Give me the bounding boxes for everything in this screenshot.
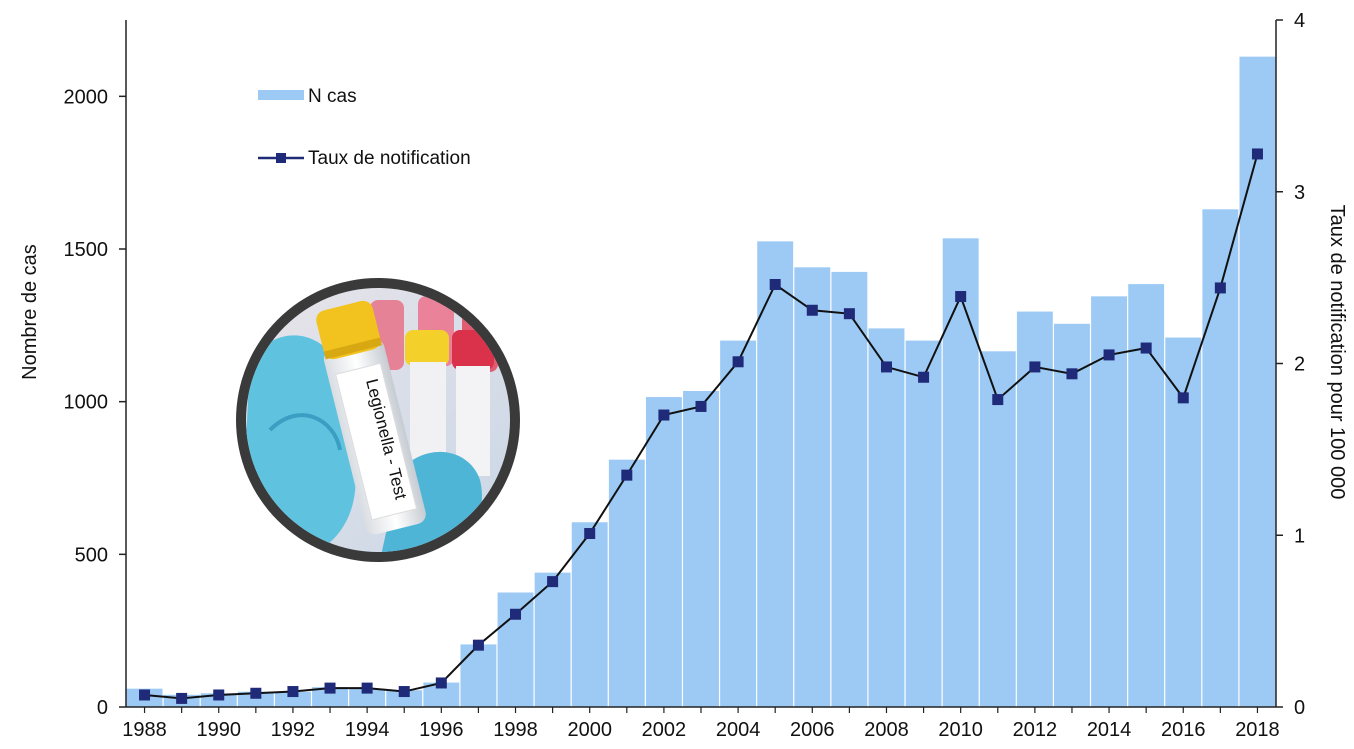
rate-marker-2011 — [992, 394, 1004, 406]
rate-marker-2007 — [843, 308, 855, 320]
x-tick-label: 2008 — [864, 719, 909, 741]
rate-marker-2010 — [955, 291, 967, 303]
rate-marker-2001 — [621, 469, 633, 481]
rate-marker-1990 — [213, 689, 225, 701]
rate-marker-2008 — [880, 361, 892, 373]
rate-marker-2002 — [658, 409, 670, 421]
legend: N cas Taux de notification — [258, 86, 471, 169]
bar-1995 — [386, 690, 423, 707]
bar-2006 — [794, 267, 831, 707]
bar-2014 — [1091, 296, 1128, 707]
x-tick-label: 1996 — [419, 719, 464, 741]
rate-marker-2017 — [1214, 282, 1226, 294]
rate-marker-2012 — [1029, 361, 1041, 373]
rate-marker-1997 — [472, 639, 484, 651]
legend-swatch-marker — [276, 153, 286, 163]
rate-marker-1999 — [547, 576, 559, 588]
bar-1999 — [534, 572, 571, 707]
left-tick-label: 1000 — [64, 392, 109, 414]
legend-label-bar: N cas — [308, 86, 357, 107]
rate-marker-2005 — [769, 279, 781, 290]
x-tick-label: 2018 — [1235, 719, 1280, 741]
x-tick-label: 2016 — [1161, 719, 1206, 741]
right-tick-label: 1 — [1294, 525, 1305, 547]
bar-2005 — [757, 241, 794, 707]
bar-2010 — [942, 238, 979, 707]
rate-line-layer — [139, 148, 1263, 704]
rate-marker-2018 — [1251, 148, 1263, 160]
rate-marker-2006 — [806, 304, 818, 316]
left-tick-label: 0 — [97, 697, 108, 719]
left-tick-label: 500 — [75, 544, 108, 566]
bar-2004 — [720, 340, 757, 707]
ticks-layer: 0 500 1000 1500 2000 0 1 2 3 4 1988 1990 1992 1994 199… — [64, 10, 1306, 741]
bar-2002 — [645, 397, 682, 707]
rate-marker-1992 — [287, 686, 299, 698]
x-tick-label: 1990 — [196, 719, 241, 741]
legionella-test-photo: Legionella - Test — [236, 278, 520, 562]
bar-2008 — [868, 328, 905, 707]
x-tick-label: 1998 — [493, 719, 538, 741]
bar-2011 — [979, 351, 1016, 707]
x-tick-label: 1988 — [122, 719, 167, 741]
rate-marker-2015 — [1140, 342, 1152, 354]
rate-marker-2000 — [584, 528, 596, 540]
right-tick-label: 4 — [1294, 10, 1305, 32]
x-tick-label: 2002 — [642, 719, 687, 741]
bar-2007 — [831, 271, 868, 707]
legend-swatch-bar — [258, 90, 304, 100]
bar-1997 — [460, 644, 497, 707]
x-tick-label: 2006 — [790, 719, 835, 741]
bar-2003 — [683, 390, 719, 707]
x-tick-label: 1994 — [345, 719, 390, 741]
rate-marker-2013 — [1066, 368, 1078, 380]
rate-marker-1993 — [324, 682, 336, 694]
rate-marker-2004 — [732, 356, 744, 368]
left-tick-label: 2000 — [64, 86, 109, 108]
rate-marker-1998 — [510, 608, 522, 620]
legend-label-line: Taux de notification — [308, 148, 471, 169]
rate-marker-1995 — [398, 686, 410, 698]
x-tick-label: 2012 — [1013, 719, 1058, 741]
bar-1994 — [349, 688, 386, 707]
x-tick-label: 1992 — [271, 719, 316, 741]
bar-2009 — [905, 340, 942, 707]
right-tick-label: 0 — [1294, 697, 1305, 719]
x-tick-label: 2014 — [1087, 719, 1132, 741]
rate-marker-1988 — [139, 689, 151, 701]
left-axis-title: Nombre de cas — [19, 244, 41, 380]
rate-marker-2003 — [695, 400, 707, 412]
right-axis-title: Taux de notification pour 100 000 — [1326, 205, 1348, 500]
x-tick-label: 2004 — [716, 719, 761, 741]
bar-1991 — [237, 691, 274, 707]
rate-marker-2016 — [1177, 392, 1189, 404]
left-tick-label: 1500 — [64, 239, 109, 261]
rate-marker-1991 — [250, 687, 262, 699]
bar-2013 — [1054, 323, 1090, 707]
bar-1993 — [312, 687, 348, 707]
rate-marker-1989 — [176, 692, 188, 704]
bar-2018 — [1239, 56, 1276, 707]
right-tick-label: 2 — [1294, 354, 1305, 376]
bar-2015 — [1128, 284, 1165, 707]
bar-2000 — [571, 522, 608, 707]
right-tick-label: 3 — [1294, 182, 1305, 204]
bar-1992 — [274, 691, 311, 707]
rate-marker-2009 — [918, 371, 930, 383]
rate-marker-1994 — [361, 682, 373, 694]
rate-marker-2014 — [1103, 349, 1115, 361]
rate-marker-1996 — [435, 677, 447, 689]
x-tick-label: 2010 — [938, 719, 983, 741]
bar-2001 — [608, 459, 645, 707]
x-tick-label: 2000 — [567, 719, 612, 741]
